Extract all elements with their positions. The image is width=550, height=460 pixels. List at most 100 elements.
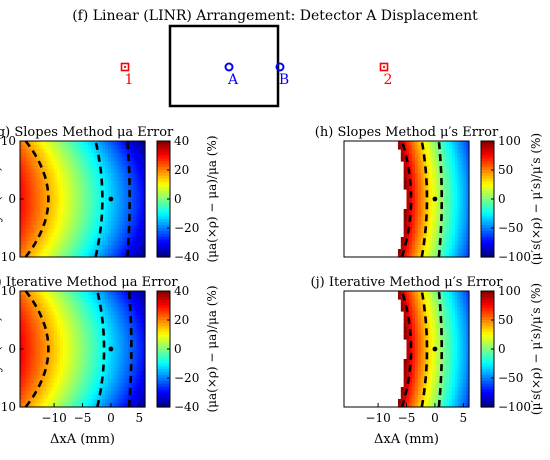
heatmap-cell [96, 315, 101, 320]
heatmap-cell [417, 315, 422, 320]
heatmap-cell [82, 379, 86, 384]
colorbar-band [481, 146, 494, 151]
heatmap-cell [68, 315, 72, 320]
heatmap-cell [125, 363, 129, 368]
heatmap-cell [415, 371, 419, 376]
heatmap-cell [39, 225, 44, 230]
heatmap-cell [440, 253, 445, 258]
heatmap-cell [25, 225, 30, 230]
heatmap-cell [71, 197, 75, 202]
heatmap-cell [463, 355, 467, 360]
heatmap-cell [93, 319, 98, 324]
heatmap-cell [423, 339, 427, 344]
heatmap-cell [65, 375, 69, 380]
heatmap-cell [406, 331, 410, 336]
heatmap-cell [116, 383, 121, 388]
heatmap-cell [423, 351, 427, 356]
heatmap-cell [432, 145, 436, 150]
heatmap-cell [85, 249, 89, 254]
heatmap-cell [20, 201, 24, 206]
heatmap-cell [71, 225, 75, 230]
colorbar-band [481, 245, 494, 249]
colorbar-band [157, 363, 170, 367]
heatmap-cell [451, 173, 456, 178]
heatmap-cell [139, 399, 143, 404]
heatmap-cell [417, 217, 422, 222]
colorbar-band [481, 404, 494, 408]
heatmap-cell [403, 315, 408, 320]
colorbar-band [481, 346, 494, 350]
heatmap-cell [127, 363, 132, 368]
heatmap-cell [68, 343, 72, 348]
heatmap-cell [73, 331, 78, 336]
heatmap-cell [466, 391, 470, 396]
heatmap-cell [51, 173, 55, 178]
heatmap-cell [91, 367, 95, 372]
heatmap-cell [48, 351, 52, 356]
heatmap-cell [37, 197, 41, 202]
heatmap-cell [443, 335, 447, 340]
heatmap-cell [73, 351, 78, 356]
heatmap-cell [31, 201, 35, 206]
heatmap-cell [451, 213, 456, 218]
heatmap-cell [460, 169, 464, 174]
heatmap-cell [125, 205, 129, 210]
heatmap-cell [48, 339, 52, 344]
heatmap-cell [56, 299, 61, 304]
heatmap-cell [412, 315, 416, 320]
heatmap-cell [125, 245, 129, 250]
heatmap-cell [71, 209, 75, 214]
detector-position-marker [108, 196, 114, 202]
heatmap-cell [39, 161, 44, 166]
heatmap-cell [403, 403, 408, 408]
heatmap-cell [432, 363, 436, 368]
heatmap-cell [119, 351, 123, 356]
heatmap-cell [125, 299, 129, 304]
heatmap-cell [125, 367, 129, 372]
heatmap-cell [122, 213, 126, 218]
heatmap-cell [28, 161, 32, 166]
heatmap-cell [429, 315, 433, 320]
heatmap-cell [432, 161, 436, 166]
heatmap-cell [116, 399, 121, 404]
heatmap-cell [415, 335, 419, 340]
heatmap-cell [34, 319, 38, 324]
heatmap-cell [446, 343, 450, 348]
heatmap-cell [403, 165, 408, 170]
heatmap-cell [446, 347, 450, 352]
colorbar-band [157, 372, 170, 376]
heatmap-cell [446, 391, 450, 396]
heatmap-cell [136, 181, 140, 186]
colorbar-band [481, 155, 494, 159]
heatmap-cell [96, 141, 101, 146]
heatmap-cell [116, 189, 121, 194]
heatmap-cell [454, 315, 459, 320]
heatmap-cell [451, 371, 456, 376]
heatmap-cell [71, 319, 75, 324]
heatmap-cell [37, 335, 41, 340]
heatmap-cell [85, 399, 89, 404]
heatmap-cell [139, 141, 143, 146]
heatmap-cell [133, 233, 138, 238]
heatmap-cell [76, 399, 81, 404]
contour-line-j-2 [437, 290, 443, 408]
heatmap-cell [451, 295, 456, 300]
y-axis-label-g: ΔyA (mm) [0, 166, 4, 231]
heatmap-cell [466, 323, 470, 328]
heatmap-cell [136, 291, 140, 296]
heatmap-cell [62, 173, 67, 178]
heatmap-cell [457, 157, 462, 162]
heatmap-cell [420, 335, 425, 340]
heatmap-cell [71, 241, 75, 246]
heatmap-cell [142, 323, 146, 328]
heatmap-cell [437, 383, 442, 388]
heatmap-cell [34, 173, 38, 178]
heatmap-cell [136, 189, 140, 194]
heatmap-cell [443, 291, 447, 296]
heatmap-cell [133, 225, 138, 230]
heatmap-cell [449, 395, 453, 400]
heatmap-cell [105, 173, 109, 178]
heatmap-cell [54, 245, 58, 250]
heatmap-cell [93, 241, 98, 246]
heatmap-cell [429, 395, 433, 400]
